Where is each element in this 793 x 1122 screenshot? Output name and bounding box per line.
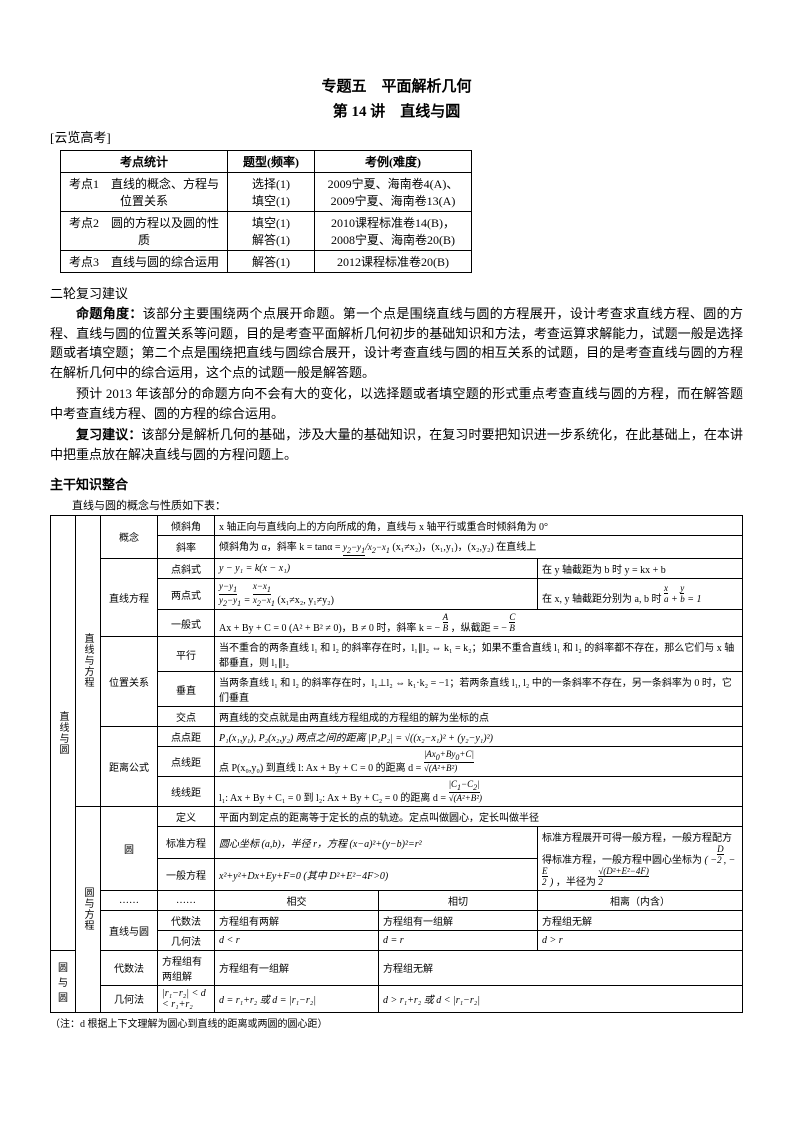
content-cell: x²+y²+Dx+Ey+F=0 (其中 D²+E²−4F>0) [215,858,538,890]
group-cell: 概念 [101,516,158,559]
label-cell: 标准方程 [158,826,215,858]
content-cell: Ax + By + C = 0 (A² + B² ≠ 0)，B ≠ 0 时，斜率… [215,610,743,637]
group-cell: 圆 [101,806,158,890]
group-cell: 距离公式 [101,727,158,807]
td: 填空(1)解答(1) [228,212,315,251]
topic-title: 专题五 平面解析几何 [50,75,743,96]
content-cell: 当不重合的两条直线 l₁ 和 l₂ 的斜率存在时，l₁∥l₂ ⇔ k₁ = k₂… [215,637,743,672]
content-cell: 倾斜角为 α，斜率 k = tanα = y2−y1/x2−x1 (x₁≠x₂)… [215,536,743,559]
content-cell: 圆心坐标 (a,b)，半径 r，方程 (x−a)²+(y−b)²=r² [215,826,538,858]
content-cell: d = r [379,930,538,950]
label-cell: 斜率 [158,536,215,559]
content-cell: 方程组有两解 [215,910,379,930]
content-cell: 方程组无解 [538,910,743,930]
section-bracket: [云览高考] [50,127,743,146]
label-cell: 倾斜角 [158,516,215,536]
content-cell: y − y₁ = k(x − x₁) [215,558,538,578]
td: 2009宁夏、海南卷4(A)、2009宁夏、海南卷13(A) [315,173,472,212]
group-cell: 位置关系 [101,637,158,727]
label: 命题角度： [76,306,143,321]
exam-table: 考点统计 题型(频率) 考例(难度) 考点1 直线的概念、方程与位置关系 选择(… [60,150,472,273]
group-cell: 直线与圆 [51,516,76,951]
label-cell: 定义 [158,806,215,826]
group-cell: 圆与方程 [76,806,101,1012]
content-cell: 当两条直线 l₁ 和 l₂ 的斜率存在时，l₁⊥l₂ ⇔ k₁·k₂ = −1；… [215,672,743,707]
content-cell: 方程组有一组解 [215,950,379,985]
label-cell: 点线距 [158,747,215,777]
table-row: 考点2 圆的方程以及圆的性质 填空(1)解答(1) 2010课程标准卷14(B)… [61,212,472,251]
paragraph: 预计 2013 年该部分的命题方向不会有大的变化，以选择题或者填空题的形式重点考… [50,384,743,423]
content-cell: d > r₁+r₂ 或 d < |r₁−r₂| [379,985,743,1012]
blank-cell: …… [101,890,158,910]
td: 解答(1) [228,251,315,273]
td: 选择(1)填空(1) [228,173,315,212]
header-cell: 相离（内含） [538,890,743,910]
content-cell: 在 y 轴截距为 b 时 y = kx + b [538,558,743,578]
group-cell: 直线与方程 [76,516,101,807]
table-row: 考点3 直线与圆的综合运用 解答(1) 2012课程标准卷20(B) [61,251,472,273]
lecture-title: 第 14 讲 直线与圆 [50,100,743,121]
label-cell: 几何法 [158,930,215,950]
label-cell: 平行 [158,637,215,672]
table-row: 考点1 直线的概念、方程与位置关系 选择(1)填空(1) 2009宁夏、海南卷4… [61,173,472,212]
label-cell: 垂直 [158,672,215,707]
content-cell: |r₁−r₂| < d < r₁+r₂ [158,985,215,1012]
label-cell: 点斜式 [158,558,215,578]
note: 直线与圆的概念与性质如下表： [50,497,743,513]
label-cell: 交点 [158,707,215,727]
header-cell: 相交 [215,890,379,910]
label-cell: 两点式 [158,578,215,610]
label-cell: 几何法 [101,985,158,1012]
label-cell: 代数法 [158,910,215,930]
th: 题型(频率) [228,151,315,173]
content-cell: 两直线的交点就是由两直线方程组成的方程组的解为坐标的点 [215,707,743,727]
content-cell: 方程组无解 [379,950,743,985]
section-heading: 主干知识整合 [50,474,743,493]
td: 考点2 圆的方程以及圆的性质 [61,212,228,251]
content-cell: d > r [538,930,743,950]
content-cell: 在 x, y 轴截距分别为 a, b 时 xa + yb = 1 [538,578,743,610]
knowledge-table: 直线与圆 直线与方程 概念 倾斜角 x 轴正向与直线向上的方向所成的角，直线与 … [50,515,743,1013]
paragraph: 复习建议：该部分是解析几何的基础，涉及大量的基础知识，在复习时要把知识进一步系统… [50,425,743,464]
td: 考点1 直线的概念、方程与位置关系 [61,173,228,212]
content-cell: l₁: Ax + By + C₁ = 0 到 l₂: Ax + By + C₂ … [215,777,743,807]
content-cell: 方程组有两组解 [158,950,215,985]
label-cell: 代数法 [101,950,158,985]
content-cell: d = r₁+r₂ 或 d = |r₁−r₂| [215,985,379,1012]
td: 2012课程标准卷20(B) [315,251,472,273]
td: 2010课程标准卷14(B)，2008宁夏、海南卷20(B) [315,212,472,251]
content-cell: y−y1y2−y1 = x−x1x2−x1 (x₁≠x₂, y₁≠y₂) [215,578,538,610]
paragraph: 命题角度：该部分主要围绕两个点展开命题。第一个点是围绕直线与圆的方程展开，设计考… [50,304,743,382]
group-cell: 直线方程 [101,558,158,637]
content-cell: 平面内到定点的距离等于定长的点的轨迹。定点叫做圆心，定长叫做半径 [215,806,743,826]
page: 专题五 平面解析几何 第 14 讲 直线与圆 [云览高考] 考点统计 题型(频率… [0,0,793,1060]
td: 考点3 直线与圆的综合运用 [61,251,228,273]
label-cell: 一般方程 [158,858,215,890]
content-cell: 标准方程展开可得一般方程，一般方程配方得标准方程，一般方程中圆心坐标为 ( −D… [538,826,743,890]
text: 该部分是解析几何的基础，涉及大量的基础知识，在复习时要把知识进一步系统化，在此基… [50,427,743,462]
content-cell: x 轴正向与直线向上的方向所成的角，直线与 x 轴平行或重合时倾斜角为 0° [215,516,743,536]
th: 考点统计 [61,151,228,173]
blank-cell: …… [158,890,215,910]
group-cell: 圆与圆 [51,950,76,1012]
header-cell: 相切 [379,890,538,910]
content-cell: P₁(x₁,y₁), P₂(x₂,y₂) 两点之间的距离 |P₁P₂| = √(… [215,727,743,747]
text: 该部分主要围绕两个点展开命题。第一个点是围绕直线与圆的方程展开，设计考查求直线方… [50,306,743,380]
group-cell: 直线与圆 [101,910,158,950]
label-cell: 线线距 [158,777,215,807]
label-cell: 点点距 [158,727,215,747]
section-heading: 二轮复习建议 [50,283,743,302]
label-cell: 一般式 [158,610,215,637]
label: 复习建议： [76,427,141,442]
content-cell: 点 P(x₀,y₀) 到直线 l: Ax + By + C = 0 的距离 d … [215,747,743,777]
footnote: （注：d 根据上下文理解为圆心到直线的距离或两圆的圆心距） [50,1015,743,1030]
content-cell: d < r [215,930,379,950]
content-cell: 方程组有一组解 [379,910,538,930]
th: 考例(难度) [315,151,472,173]
